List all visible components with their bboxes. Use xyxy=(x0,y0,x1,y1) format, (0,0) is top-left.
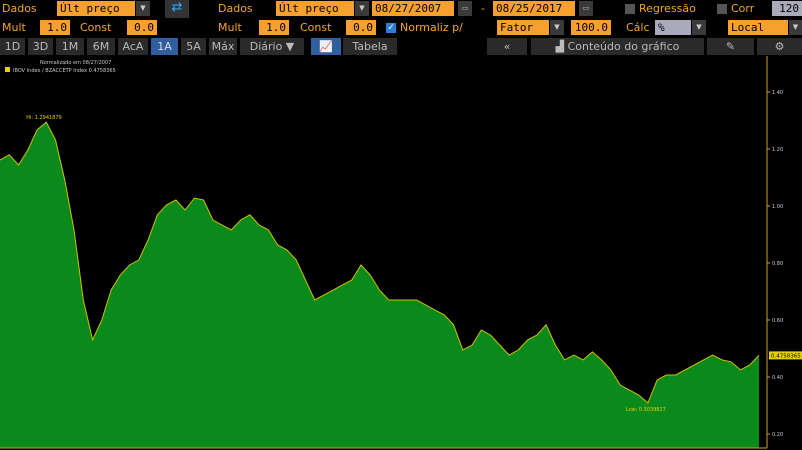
currency-select[interactable]: Local xyxy=(728,20,788,35)
range-1a[interactable]: 1A xyxy=(151,38,178,55)
normaliz-checkbox[interactable]: ✓ xyxy=(386,23,396,33)
corr-checkbox[interactable] xyxy=(717,4,727,14)
high-annotation: Hi: 1.2941879 xyxy=(26,115,61,121)
last-value-label: 0.4758365 xyxy=(771,353,801,359)
calendar-icon[interactable]: ▭ xyxy=(458,1,472,16)
range-5a[interactable]: 5A xyxy=(181,38,206,55)
chevron-down-icon[interactable]: ▼ xyxy=(355,1,369,16)
legend-label: IBOV Index / BZACCETP Index 0.4758365 xyxy=(13,68,116,74)
y-tick-label: 1.40 xyxy=(772,90,783,96)
chart: Normalizado em 08/27/2007 IBOV Index / B… xyxy=(0,56,802,449)
dados1-select[interactable]: Últ preço xyxy=(57,1,135,16)
chart-content-icon: ▟ xyxy=(555,40,568,53)
end-date-input[interactable]: 08/25/2017 xyxy=(493,1,575,16)
line-chart-icon[interactable]: 📈 xyxy=(311,38,341,55)
toolbar-row-2: Mult 1.0 Const 0.0 Mult 1.0 Const 0.0 ✓ … xyxy=(0,19,802,37)
y-tick-label: 0.40 xyxy=(772,375,783,381)
const2-input[interactable]: 0.0 xyxy=(346,20,376,35)
y-tick-label: 1.00 xyxy=(772,204,783,210)
corr-label: Corr xyxy=(731,2,755,15)
mult2-label: Mult xyxy=(218,21,242,34)
swap-icon[interactable]: ⇄ xyxy=(165,0,189,18)
collapse-button[interactable]: « xyxy=(487,38,527,55)
dados2-select[interactable]: Últ preço xyxy=(276,1,354,16)
conteudo-button[interactable]: ▟ Conteúdo do gráfico xyxy=(531,38,704,55)
series-area xyxy=(0,122,759,448)
frequency-dropdown[interactable]: Diário ▼ xyxy=(240,38,304,55)
date-separator: - xyxy=(481,2,485,15)
normaliz-label: Normaliz p/ xyxy=(400,21,463,34)
toolbar-row-1: Dados Últ preço ▼ ⇄ Dados Últ preço ▼ 08… xyxy=(0,0,802,18)
start-date-input[interactable]: 08/27/2007 xyxy=(372,1,454,16)
mult1-label: Mult xyxy=(2,21,26,34)
chart-title: Normalizado em 08/27/2007 xyxy=(40,60,111,66)
fator-value-input[interactable]: 100.0 xyxy=(571,20,611,35)
last-value-badge xyxy=(769,351,802,360)
const1-input[interactable]: 0.0 xyxy=(127,20,157,35)
y-tick-label: 0.80 xyxy=(772,261,783,267)
range-max[interactable]: Máx xyxy=(209,38,237,55)
dados1-label: Dados xyxy=(2,2,37,15)
legend-swatch xyxy=(5,67,10,72)
regressao-label: Regressão xyxy=(639,2,696,15)
chevron-down-icon[interactable]: ▼ xyxy=(789,20,802,35)
y-tick-label: 1.20 xyxy=(772,147,783,153)
const2-label: Const xyxy=(300,21,332,34)
mult1-input[interactable]: 1.0 xyxy=(40,20,70,35)
low-annotation: Low: 0.3039827 xyxy=(626,407,666,413)
range-1m[interactable]: 1M xyxy=(56,38,84,55)
range-6m[interactable]: 6M xyxy=(87,38,115,55)
chevron-down-icon[interactable]: ▼ xyxy=(550,20,564,35)
range-1d[interactable]: 1D xyxy=(0,38,25,55)
range-3d[interactable]: 3D xyxy=(28,38,53,55)
range-aca[interactable]: AcA xyxy=(118,38,148,55)
fator-select[interactable]: Fator xyxy=(497,20,549,35)
edit-icon[interactable]: ✎ xyxy=(707,38,754,55)
conteudo-label: Conteúdo do gráfico xyxy=(567,40,680,53)
y-tick-label: 0.60 xyxy=(772,318,783,324)
const1-label: Const xyxy=(80,21,112,34)
gear-icon[interactable]: ⚙ xyxy=(757,38,802,55)
chevron-down-icon[interactable]: ▼ xyxy=(692,20,706,35)
tabela-button[interactable]: Tabela xyxy=(343,38,397,55)
chevron-down-icon[interactable]: ▼ xyxy=(136,1,150,16)
calendar-icon[interactable]: ▭ xyxy=(579,1,593,16)
mult2-input[interactable]: 1.0 xyxy=(259,20,289,35)
calc-label: Cálc xyxy=(626,21,650,34)
calc-select[interactable]: % xyxy=(655,20,691,35)
dados2-label: Dados xyxy=(218,2,253,15)
corr-value[interactable]: 120 xyxy=(772,1,802,16)
regressao-checkbox[interactable] xyxy=(625,4,635,14)
y-tick-label: 0.20 xyxy=(772,432,783,438)
